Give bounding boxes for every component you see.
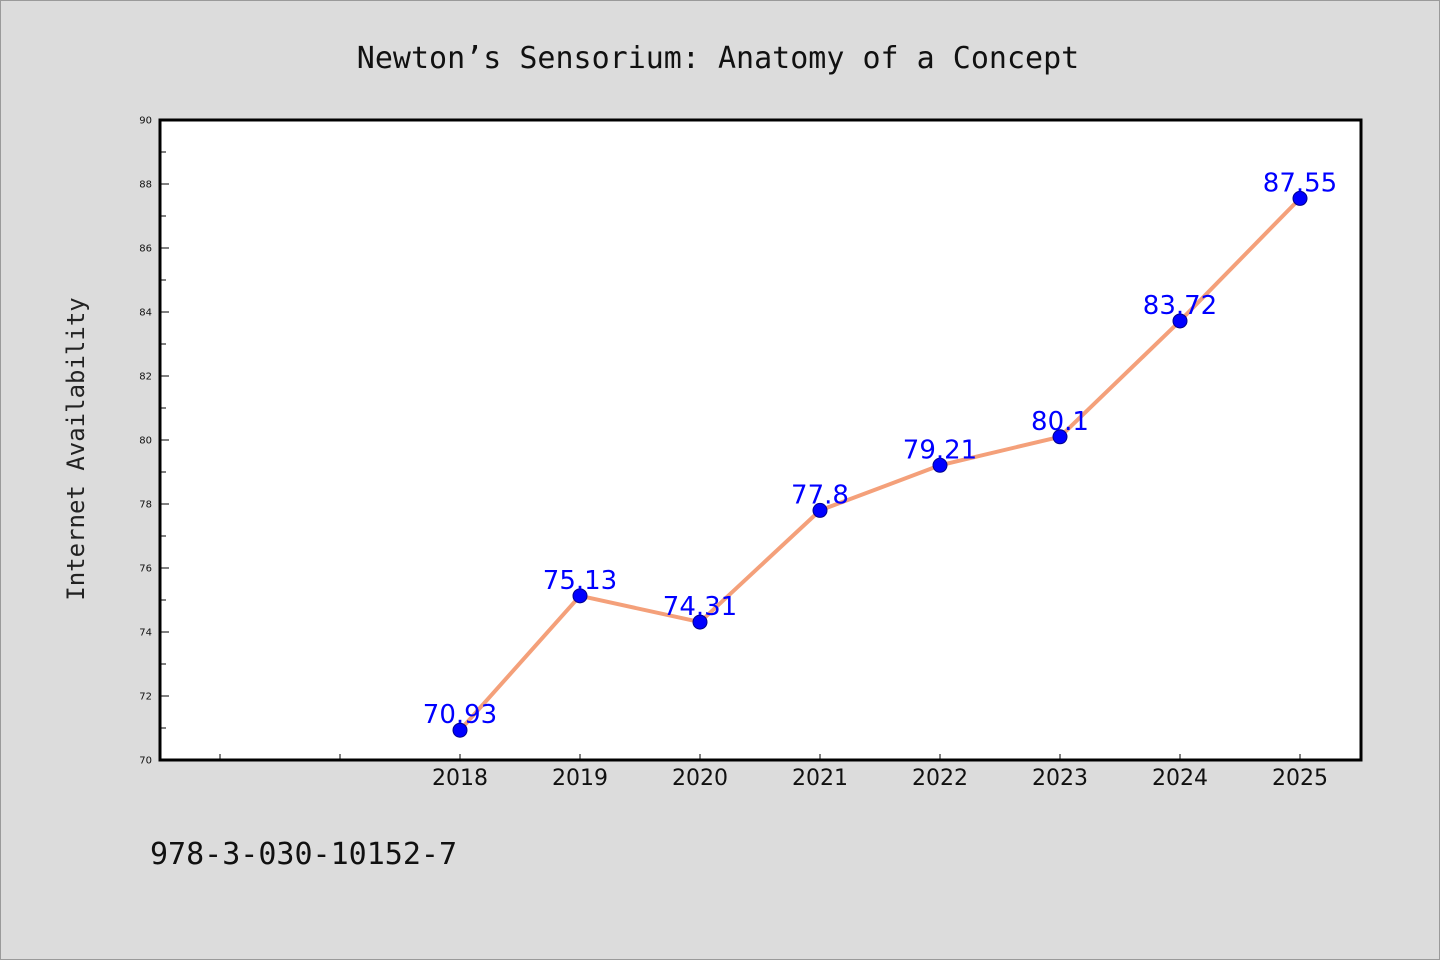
y-tick-label: 80 (139, 436, 152, 447)
y-tick-label: 74 (139, 628, 152, 639)
data-point (692, 614, 708, 630)
data-labels-group: 70.93 75.13 74.31 77.8 79.21 80.1 83.72 87.55 (423, 168, 1337, 730)
y-tick-label: 86 (139, 244, 152, 255)
x-tick-label: 2019 (552, 766, 608, 791)
x-axis-ticks: 2018 2019 2020 2021 2022 2023 2024 2025 (219, 754, 1328, 791)
data-point (812, 502, 828, 518)
y-tick-label: 72 (139, 692, 152, 703)
x-tick-label: 2020 (672, 766, 728, 791)
plot-border (158, 118, 1363, 762)
y-tick-label: 78 (139, 500, 152, 511)
data-point (1172, 313, 1188, 329)
x-tick-label: 2025 (1272, 766, 1328, 791)
data-point (452, 722, 468, 738)
x-tick-label: 2024 (1152, 766, 1208, 791)
data-point (932, 457, 948, 473)
data-label: 70.93 (423, 700, 497, 730)
data-point (1052, 429, 1068, 445)
chart-title: Newton’s Sensorium: Anatomy of a Concept (357, 41, 1079, 76)
data-point (572, 588, 588, 604)
data-label: 79.21 (903, 435, 977, 465)
data-label: 80.1 (1031, 407, 1089, 437)
y-tick-label: 90 (139, 116, 152, 127)
series-line (458, 196, 1302, 733)
y-tick-label: 82 (139, 372, 152, 383)
data-label: 87.55 (1263, 168, 1337, 198)
x-tick-label: 2023 (1032, 766, 1088, 791)
x-tick-label: 2022 (912, 766, 968, 791)
plot-area (160, 120, 1361, 760)
x-tick-label: 2021 (792, 766, 848, 791)
data-point (1292, 190, 1308, 206)
data-label: 75.13 (543, 566, 617, 596)
y-axis-label: Internet Availability (62, 297, 90, 600)
y-axis-ticks: 70 72 74 76 78 80 82 84 86 88 90 (139, 116, 169, 767)
y-tick-label: 76 (139, 564, 152, 575)
y-tick-label: 84 (139, 308, 152, 319)
y-tick-label: 88 (139, 180, 152, 191)
series-line-group (452, 190, 1308, 738)
data-label: 74.31 (663, 592, 737, 622)
data-label: 83.72 (1143, 291, 1217, 321)
y-tick-label: 70 (139, 756, 152, 767)
data-label: 77.8 (791, 480, 849, 510)
x-tick-label: 2018 (432, 766, 488, 791)
footer-code: 978-3-030-10152-7 (150, 837, 457, 872)
